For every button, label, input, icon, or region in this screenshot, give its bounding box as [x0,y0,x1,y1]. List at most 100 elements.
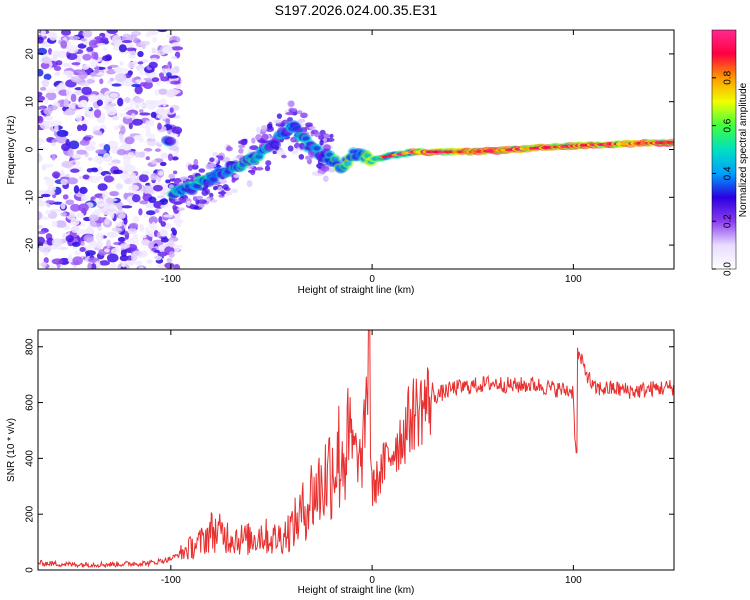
heat-speckle [104,218,110,225]
heat-speckle [249,145,259,151]
heat-speckle [51,138,59,143]
x-tick-label: -100 [161,575,181,586]
heat-speckle [261,133,269,141]
heat-speckle [95,208,103,213]
heat-speckle [38,106,44,111]
heat-speckle [61,143,71,152]
heat-speckle [66,40,72,50]
heat-speckle [186,200,191,207]
heat-speckle [43,73,52,81]
y-tick-label: 10 [25,96,36,108]
heat-speckle [72,256,83,266]
heat-speckle [86,225,94,234]
heat-speckle [97,183,108,191]
heat-speckle [60,176,70,180]
snr-panel: -100 0 100 0 200 400 600 800 Height of straigh… [6,329,675,596]
heat-speckle [102,104,112,111]
heat-speckle [38,138,44,143]
heat-speckle [38,142,42,147]
heat-speckle [314,173,323,177]
heat-speckle [38,111,42,117]
heat-speckle [79,139,90,146]
heat-speckle [118,44,127,53]
y-tick-label: -20 [25,237,36,252]
heat-speckle [40,30,46,37]
heat-speckle [192,196,198,202]
heat-speckle [179,196,187,203]
heat-speckle [109,92,119,98]
y-tick-label: 800 [25,338,36,355]
heat-speckle [105,239,111,249]
heat-speckle [168,145,180,151]
heat-speckle [68,254,73,263]
heat-speckle [264,165,271,172]
heat-speckle [93,198,105,202]
heat-speckle [81,86,92,95]
heat-speckle [75,114,83,122]
heat-ridge-blob [344,161,352,166]
heat-speckle [158,244,164,253]
heat-speckle [67,132,73,137]
heat-speckle [41,261,47,268]
heat-speckle [80,241,85,247]
heat-speckle [124,136,135,145]
heat-speckle [102,190,109,200]
heat-speckle [48,31,58,41]
heat-speckle [129,99,134,108]
heat-speckle [232,157,239,161]
heat-speckle [38,153,41,162]
heat-speckle [134,151,140,158]
heat-speckle [159,161,167,167]
heat-speckle [168,239,175,248]
heat-speckle [129,172,137,180]
heat-speckle [111,35,122,45]
heat-speckle [45,91,57,101]
heat-speckle [70,203,81,212]
heat-speckle [193,158,199,166]
heat-speckle [45,200,56,204]
heat-speckle [130,83,142,88]
heat-speckle [145,132,152,138]
heat-speckle [256,126,261,134]
heat-speckle [212,151,219,157]
heat-speckle [51,220,58,228]
heat-speckle [162,65,170,69]
heat-speckle [157,264,167,268]
heat-speckle [127,227,138,235]
heat-speckle [51,50,63,55]
heat-speckle [98,260,111,266]
heat-speckle [40,193,51,198]
heat-speckle [86,168,94,173]
heat-speckle [141,170,151,175]
heat-speckle [44,97,49,105]
heat-speckle [158,216,163,224]
heat-speckle [63,110,75,116]
heat-speckle [45,177,55,187]
heat-speckle [76,124,83,132]
heat-speckle [38,47,48,56]
y-tick-label: 0 [25,567,36,573]
heat-speckle [220,189,225,197]
heat-speckle [106,253,119,263]
colorbar: 0.0 0.2 0.4 0.6 0.8 Normalized spectral ampl… [711,29,749,276]
heat-speckle [82,53,92,61]
heat-speckle [171,55,178,60]
heat-speckle [272,119,282,123]
heat-speckle [93,109,102,118]
heat-speckle [137,61,144,65]
heat-speckle [132,215,139,223]
heat-speckle [95,232,104,242]
heat-speckle [55,60,63,66]
heat-speckle [70,93,77,103]
heat-speckle [197,199,208,204]
heat-speckle [160,204,169,209]
heat-speckle [209,157,215,163]
heat-speckle [187,164,193,172]
heat-speckle [148,196,157,204]
heat-speckle [109,141,119,148]
heat-speckle [145,120,150,126]
heat-speckle [93,130,103,136]
heat-speckle [151,221,156,230]
heat-speckle [103,175,114,183]
heat-speckle [144,100,157,104]
